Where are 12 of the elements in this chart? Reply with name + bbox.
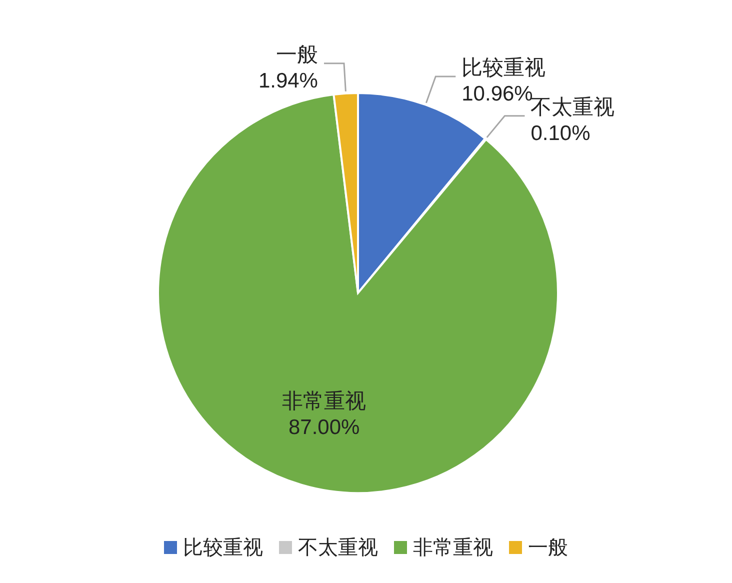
legend-label: 一般 — [528, 537, 568, 559]
slice-label: 非常重视 — [282, 390, 366, 414]
data-label: 10.96% — [462, 82, 533, 106]
legend-label: 不太重视 — [298, 537, 378, 559]
legend-label: 比较重视 — [183, 537, 263, 559]
slice-label: 比较重视 — [462, 56, 546, 80]
data-label: 1.94% — [258, 69, 318, 92]
legend-label: 非常重视 — [413, 537, 493, 559]
slice-label: 不太重视 — [530, 96, 615, 119]
slice-label: 一般 — [276, 43, 318, 66]
data-label: 0.10% — [530, 122, 590, 145]
data-label: 87.00% — [288, 416, 360, 440]
